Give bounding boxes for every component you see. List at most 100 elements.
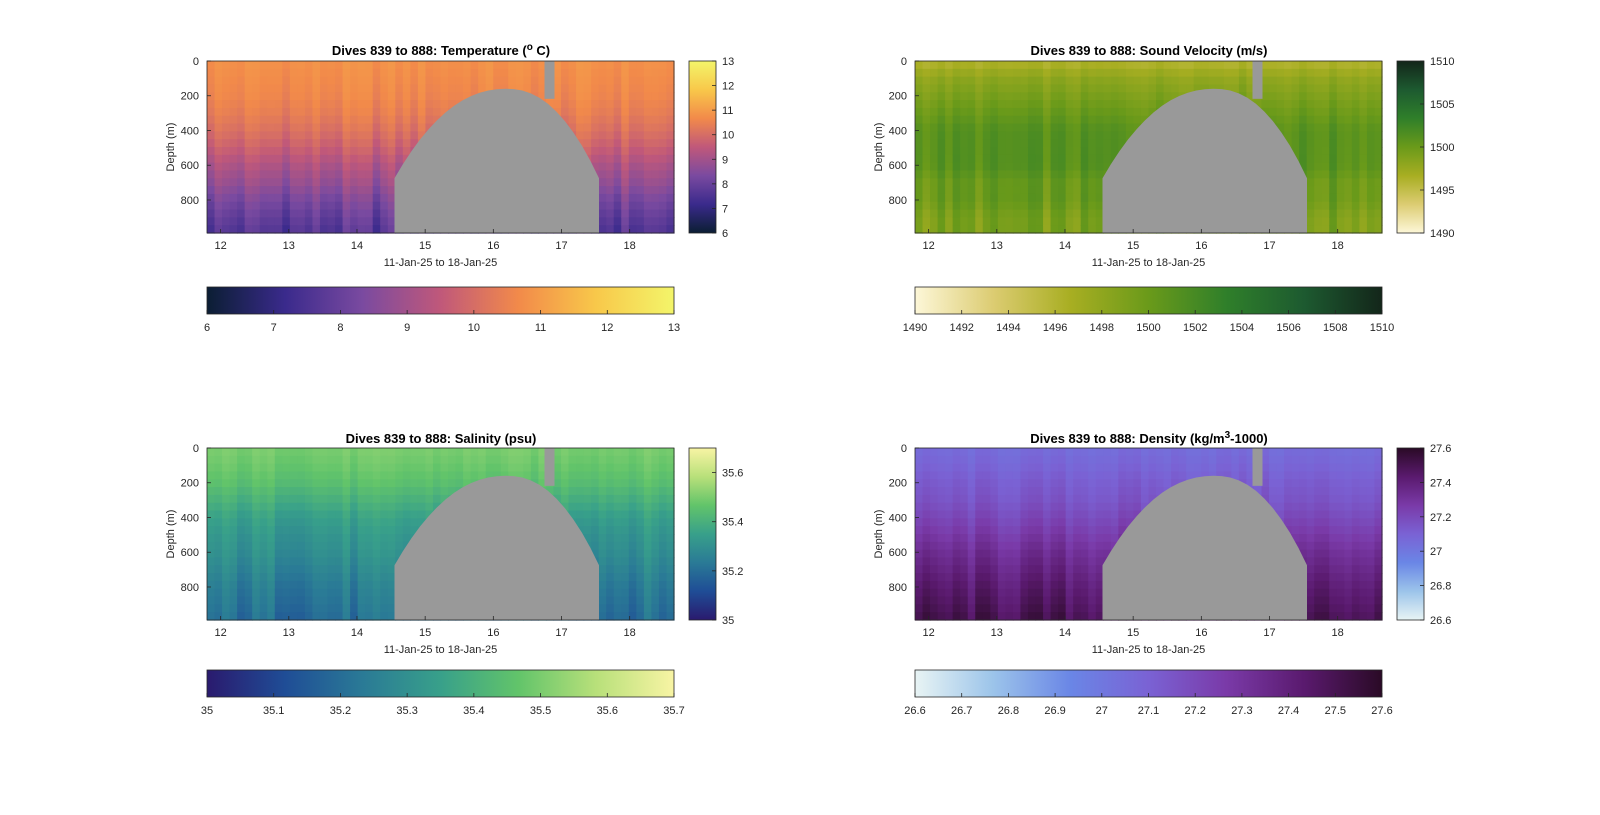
heatmap-cell [1156, 84, 1165, 93]
heatmap-cell [207, 139, 216, 148]
heatmap-cell [666, 612, 675, 621]
heatmap-cell [1073, 154, 1082, 164]
heatmap-cell [327, 479, 336, 488]
heatmap-cell [628, 471, 637, 480]
heatmap-cell [274, 186, 283, 195]
heatmap-cell [380, 100, 389, 109]
heatmap-cell [237, 573, 246, 582]
heatmap-cell [380, 217, 389, 226]
heatmap-cell [207, 76, 216, 86]
heatmap-cell [1171, 61, 1180, 70]
heatmap-cell [982, 170, 991, 179]
heatmap-cell [643, 471, 652, 480]
heatmap-cell [666, 68, 675, 78]
heatmap-cell [259, 573, 268, 582]
heatmap-cell [274, 494, 283, 504]
heatmap-cell [1291, 147, 1300, 156]
heatmap-cell [1314, 84, 1323, 93]
heatmap-cell [621, 68, 630, 78]
heatmap-cell [967, 107, 976, 117]
heatmap-cell [1058, 557, 1067, 566]
heatmap-cell [658, 502, 668, 512]
heatmap-cell [583, 76, 592, 86]
heatmap-cell [636, 123, 645, 132]
heatmap-cell [651, 92, 660, 101]
heatmap-cell [613, 518, 622, 527]
heatmap-cell [274, 580, 283, 590]
heatmap-cell [922, 123, 931, 132]
heatmap-cell [937, 479, 946, 488]
heatmap-cell [1125, 479, 1135, 488]
heatmap-cell [591, 84, 600, 93]
heatmap-cell [598, 510, 607, 519]
heatmap-cell [214, 448, 223, 457]
heatmap-cell [214, 612, 223, 621]
heatmap-cell [598, 518, 607, 527]
heatmap-cell [922, 479, 931, 488]
heatmap-cell [1050, 201, 1059, 211]
heatmap-cell [1306, 131, 1315, 140]
heatmap-cell [606, 534, 615, 543]
heatmap-cell [1329, 170, 1338, 179]
heatmap-cell [666, 541, 675, 551]
heatmap-cell [975, 541, 984, 551]
heatmap-cell [1058, 604, 1067, 613]
heatmap-cell [643, 541, 652, 551]
heatmap-cell [621, 154, 630, 164]
heatmap-cell [1020, 209, 1029, 218]
heatmap-cell [319, 494, 329, 504]
heatmap-cell [666, 471, 675, 480]
heatmap-cell [207, 209, 216, 218]
heatmap-cell [651, 463, 660, 473]
heatmap-cell [342, 131, 351, 140]
heatmap-cell [350, 580, 359, 590]
heatmap-cell [643, 479, 652, 488]
heatmap-cell [628, 76, 637, 86]
heatmap-cell [244, 479, 253, 488]
heatmap-cell [937, 448, 946, 457]
heatmap-cell [455, 68, 464, 78]
heatmap-cell [267, 541, 276, 551]
heatmap-cell [1005, 518, 1014, 527]
heatmap-cell [651, 534, 660, 543]
heatmap-cell [1080, 139, 1089, 148]
heatmap-cell [380, 225, 389, 234]
heatmap-cell [1321, 154, 1330, 164]
heatmap-cell [267, 139, 276, 148]
heatmap-cell [1027, 471, 1037, 480]
heatmap-cell [628, 510, 637, 519]
heatmap-cell [425, 455, 434, 465]
heatmap-cell [252, 147, 261, 156]
heatmap-cell [1080, 147, 1089, 156]
heatmap-cell [312, 186, 321, 195]
heatmap-cell [937, 217, 946, 226]
heatmap-cell [289, 580, 298, 590]
heatmap-cell [252, 84, 261, 93]
heatmap-cell [1321, 115, 1330, 125]
heatmap-cell [365, 162, 374, 172]
heatmap-cell [282, 147, 291, 156]
heatmap-cell [576, 123, 585, 132]
y-axis-label: Depth (m) [165, 123, 177, 172]
heatmap-cell [229, 549, 238, 559]
heatmap-cell [960, 549, 969, 559]
heatmap-cell [1306, 154, 1315, 164]
heatmap-cell [327, 604, 336, 613]
heatmap-cell [651, 502, 660, 512]
heatmap-cell [598, 455, 607, 465]
heatmap-cell [621, 131, 630, 140]
heatmap-cell [997, 217, 1006, 226]
heatmap-cell [365, 455, 374, 465]
heatmap-cell [1005, 84, 1014, 93]
heatmap-cell [960, 596, 969, 605]
heatmap-cell [267, 170, 276, 179]
heatmap-cell [372, 510, 381, 519]
heatmap-cell [1359, 84, 1368, 93]
heatmap-cell [1027, 225, 1037, 234]
heatmap-cell [417, 463, 427, 473]
heatmap-cell [1140, 92, 1150, 101]
heatmap-cell [372, 193, 381, 203]
heatmap-cell [1125, 510, 1135, 519]
heatmap-cell [930, 463, 939, 473]
heatmap-cell [229, 494, 238, 504]
